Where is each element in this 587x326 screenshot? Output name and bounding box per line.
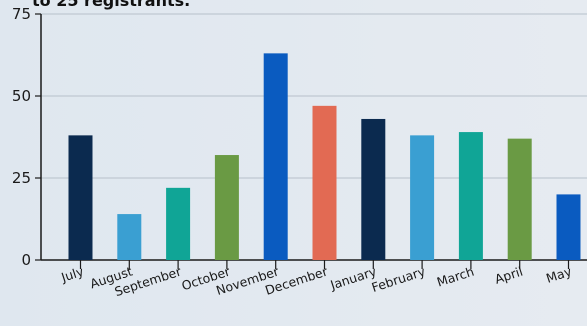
bar-april <box>507 138 532 260</box>
bar-may <box>556 194 581 260</box>
bars <box>68 53 581 261</box>
bar-february <box>410 135 435 260</box>
y-axis-ticks: 0 25 50 75 <box>12 5 41 269</box>
x-tick-label-march: March <box>435 264 476 290</box>
y-tick-label: 50 <box>12 87 31 105</box>
bar-december <box>312 105 337 260</box>
bar-january <box>361 118 386 261</box>
y-tick-label: 0 <box>21 251 31 269</box>
x-tick-label-may: May <box>544 263 574 285</box>
x-tick-label-july: July <box>58 263 86 285</box>
x-tick-label-april: April <box>493 264 525 287</box>
bar-october <box>214 155 239 260</box>
x-tick-label-january: January <box>328 263 379 292</box>
x-axis-ticks: July AugustSeptemberOctoberNovemberDecemb… <box>58 260 574 299</box>
bar-march <box>458 132 483 260</box>
chart-title-fragment: to 25 registrants. <box>32 0 190 10</box>
y-tick-label: 25 <box>12 169 31 187</box>
bar-september <box>166 187 191 260</box>
bar-august <box>117 214 142 260</box>
y-tick-label: 75 <box>12 5 31 23</box>
bar-november <box>263 53 288 260</box>
x-tick-label-february: February <box>370 263 428 295</box>
bar-july <box>68 135 93 260</box>
